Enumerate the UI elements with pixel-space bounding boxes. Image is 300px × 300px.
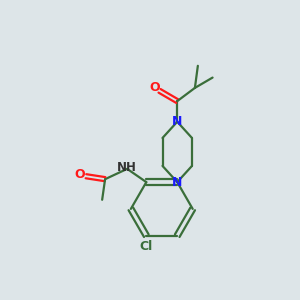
Text: O: O xyxy=(150,81,160,94)
Text: O: O xyxy=(75,168,86,181)
Text: NH: NH xyxy=(117,161,137,174)
Text: N: N xyxy=(172,176,182,189)
Text: Cl: Cl xyxy=(140,240,153,253)
Text: N: N xyxy=(172,115,182,128)
